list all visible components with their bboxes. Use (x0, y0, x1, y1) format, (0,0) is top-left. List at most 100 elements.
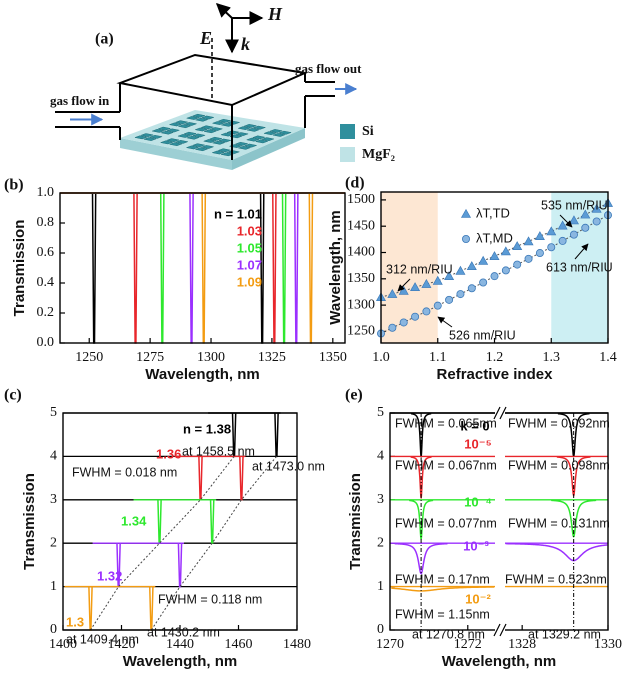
x-tick-label: 1325 (258, 350, 286, 365)
dip (134, 193, 137, 343)
point (514, 261, 521, 268)
annotation: at 1430.2 nm (147, 625, 220, 639)
x-tick-label: 1275 (136, 350, 164, 365)
point (548, 244, 555, 251)
x-tick-label: 1270 (376, 637, 404, 652)
annotation: at 1458.5 nm (182, 444, 255, 458)
y-tick-label: 2 (50, 535, 57, 550)
legend-swatch (340, 124, 355, 139)
series-label: 10⁻² (465, 591, 491, 606)
x-tick-label: 1480 (283, 637, 311, 652)
e-arrow (217, 4, 232, 18)
y-tick-label: 0.6 (37, 245, 55, 260)
x-tick-label: 1250 (75, 350, 103, 365)
panel-label: (c) (4, 387, 22, 404)
panel-label: (e) (345, 387, 363, 404)
annotation: at 1329.2 nm (528, 627, 601, 641)
dip (273, 193, 276, 343)
x-tick-label: 1.3 (543, 350, 561, 365)
x-tick-label: 1.0 (372, 350, 390, 365)
x-tick-label: 1.1 (429, 350, 447, 365)
annotation: at 1270.8 nm (412, 627, 485, 641)
fwhm-label: FWHM = 0.17nm (395, 572, 490, 586)
y-tick-label: 4 (50, 449, 57, 464)
point (502, 267, 509, 274)
y-tick-label: 1500 (347, 192, 375, 207)
annotation-arrow (438, 317, 452, 327)
y-tick-label: 5 (50, 405, 57, 420)
annotation: at 1409.4 nm (66, 632, 139, 646)
x-tick-label: 1300 (197, 350, 225, 365)
legend-swatch (340, 147, 355, 162)
series-label: 1.07 (237, 257, 262, 272)
y-tick-label: 0 (50, 622, 57, 637)
inlet-label: gas flow in (50, 93, 110, 108)
y-tick-label: 0.0 (37, 335, 55, 350)
fwhm-label: FWHM = 0.065nm (395, 416, 497, 430)
fwhm-label: FWHM = 0.098nm (508, 458, 610, 472)
y-tick-label: 0.8 (37, 215, 55, 230)
annotation: at 1473.0 nm (252, 459, 325, 473)
series-label: 1.03 (237, 223, 262, 238)
x-axis-title: Wavelength, nm (145, 366, 259, 383)
dip (202, 193, 205, 343)
legend-label: Si (362, 124, 374, 139)
y-tick-label: 1400 (347, 245, 375, 260)
series-label: 1.34 (121, 513, 147, 528)
dip (150, 587, 153, 630)
point (513, 242, 522, 250)
x-tick-label: 1440 (166, 637, 194, 652)
annotation: 526 nm/RIU (449, 328, 516, 342)
series-label: 10⁻³ (463, 538, 489, 553)
fwhm-label: FWHM = 0.077nm (395, 516, 497, 530)
point (423, 308, 430, 315)
y-tick-label: 3 (377, 492, 384, 507)
x-tick-label: 1460 (225, 637, 253, 652)
annotation: 535 nm/RIU (541, 198, 608, 212)
series-label: 1.3 (66, 614, 84, 629)
y-axis-title: Wavelength, nm (327, 210, 344, 324)
y-tick-label: 1.0 (37, 185, 55, 200)
dip (190, 193, 193, 343)
annotation: FWHM = 0.018 nm (72, 465, 177, 479)
series-label: 1.32 (97, 568, 122, 583)
series-label: n = 1.38 (183, 421, 231, 436)
point (479, 256, 488, 264)
point (456, 266, 465, 274)
point (593, 218, 600, 225)
fwhm-label: FWHM = 0.092nm (508, 416, 610, 430)
annotation: FWHM = 0.118 nm (158, 592, 262, 606)
legend-label: λT,TD (476, 205, 510, 220)
point (490, 252, 499, 260)
y-tick-label: 1250 (347, 324, 375, 339)
dip (391, 587, 494, 591)
y-tick-label: 0.2 (37, 305, 55, 320)
dip (199, 456, 202, 499)
panel-label: (b) (4, 177, 24, 194)
fwhm-label: FWHM = 1.15nm (395, 607, 490, 621)
point (480, 279, 487, 286)
dip (93, 193, 96, 343)
dip (178, 543, 181, 586)
y-axis-title: Transmission (11, 220, 28, 317)
series-label: 10⁻⁴ (464, 494, 492, 509)
x-axis-title: Wavelength, nm (123, 653, 237, 670)
fwhm-label: FWHM = 0.067nm (395, 458, 497, 472)
dip (211, 500, 214, 543)
legend-marker (462, 210, 471, 218)
x-tick-label: 1.4 (599, 350, 617, 365)
point (525, 255, 532, 262)
y-tick-label: 4 (377, 449, 384, 464)
h-label: H (267, 4, 283, 24)
page: (a) H E k gas flow in gas flow out Si (0, 0, 633, 675)
dip (506, 544, 608, 561)
y-tick-label: 2 (377, 535, 384, 550)
dip (309, 193, 312, 343)
dip (283, 193, 286, 343)
dip (240, 456, 243, 499)
point (582, 224, 589, 231)
outlet-label: gas flow out (295, 61, 362, 76)
figure: (a) H E k gas flow in gas flow out Si (0, 0, 633, 675)
point (434, 302, 441, 309)
fwhm-label: FWHM = 0.131nm (508, 516, 610, 530)
